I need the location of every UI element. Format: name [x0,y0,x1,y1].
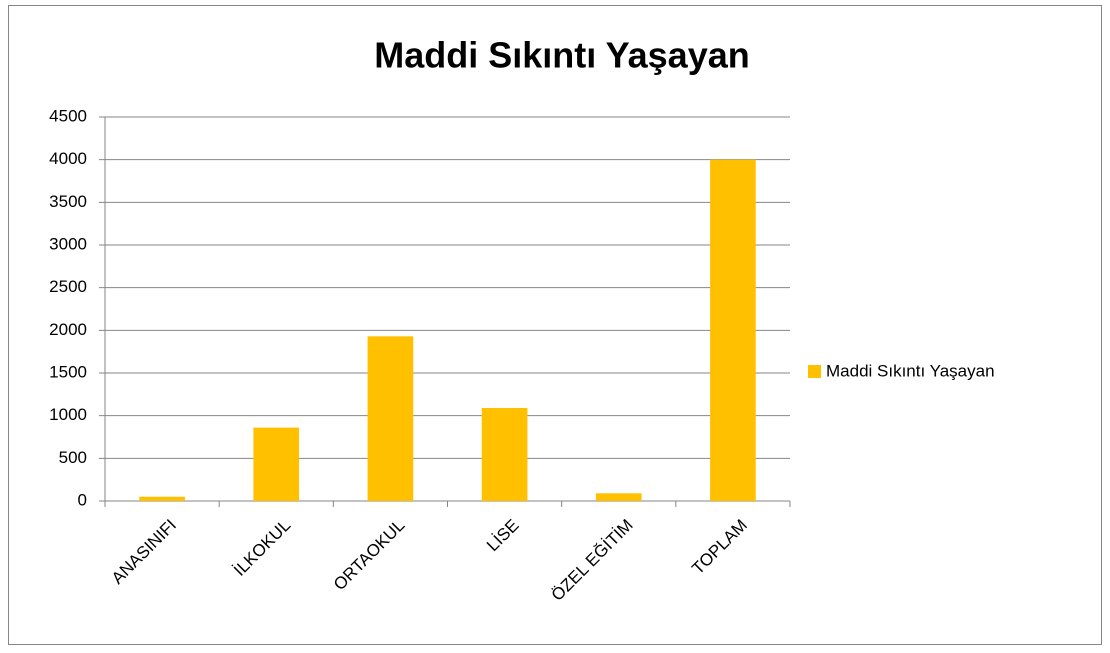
y-tick-label: 2500 [49,277,87,296]
y-tick-label: 0 [78,490,87,509]
bar [139,496,185,501]
bar [481,407,528,501]
bar [595,493,642,501]
legend-label: Maddi Sıkıntı Yaşayan [826,361,995,380]
y-tick-label: 4000 [49,149,87,168]
y-tick-label: 1000 [49,405,87,424]
y-tick-label: 3500 [49,192,87,211]
chart-title: Maddi Sıkıntı Yaşayan [374,35,750,76]
bar [253,427,300,501]
y-tick-label: 1500 [49,362,87,381]
legend-swatch [808,365,821,378]
y-tick-label: 2000 [49,320,87,339]
chart-frame [8,5,1102,645]
bar [367,336,414,501]
bar [710,159,756,501]
y-tick-label: 4500 [49,106,87,125]
y-tick-label: 3000 [49,234,87,253]
y-tick-label: 500 [59,448,87,467]
